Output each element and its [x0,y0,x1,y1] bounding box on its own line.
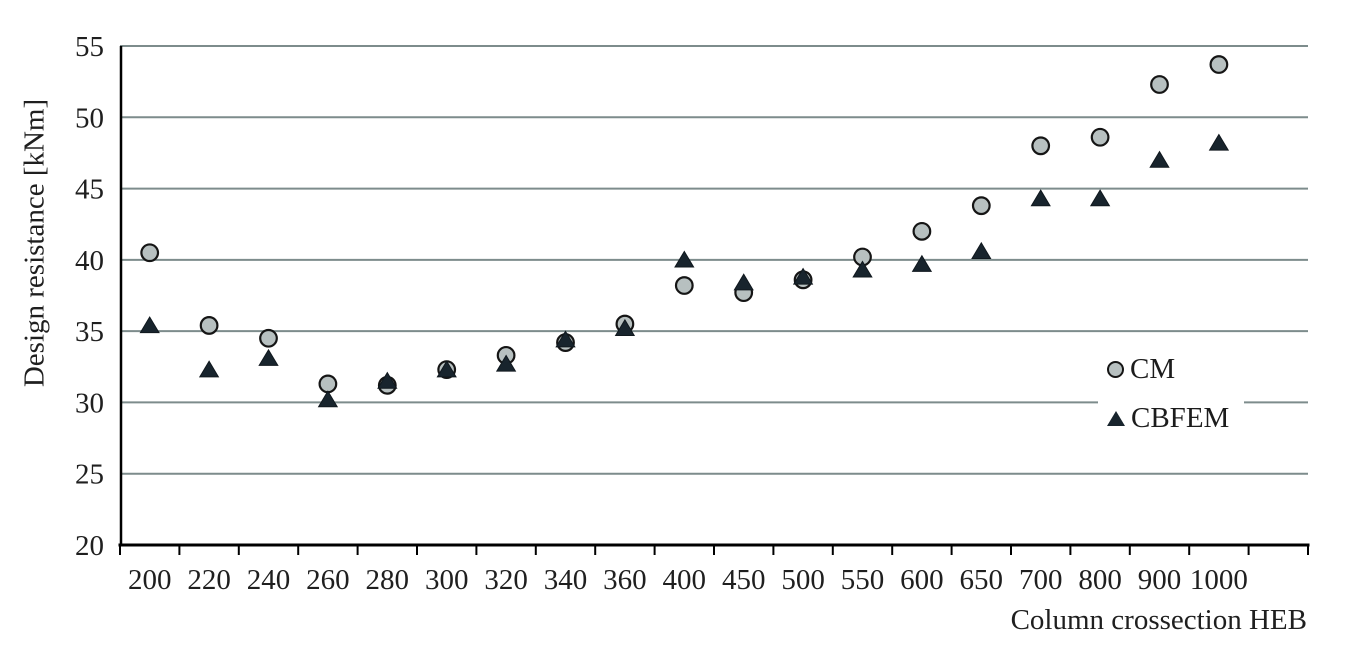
y-tick-label-25: 25 [75,459,104,491]
x-axis-title: Column crossection HEB [1010,604,1307,636]
x-tick-label-1000: 1000 [1190,564,1248,596]
x-tick-label-320: 320 [484,564,528,596]
data-point-cm-600 [912,221,932,241]
data-point-cbfem-600 [911,254,933,272]
data-point-cbfem-550 [852,260,873,278]
data-point-cm-800 [1090,127,1110,147]
x-tick-label-550: 550 [841,564,885,596]
x-tick-label-220: 220 [187,564,231,596]
data-point-cm-260 [318,374,338,394]
data-point-cm-650 [971,196,991,216]
legend: CM CBFEM [1098,345,1244,443]
data-point-cm-1000 [1209,55,1229,74]
x-tick-label-240: 240 [247,564,291,596]
y-tick-label-30: 30 [75,387,104,419]
data-point-cbfem-280 [377,371,398,389]
data-point-cbfem-300 [436,360,457,378]
y-tick-label-35: 35 [75,316,104,348]
y-axis-title: Design resistance [kNm] [18,98,51,388]
x-tick-label-280: 280 [366,564,410,596]
legend-label-cbfem: CBFEM [1131,402,1230,434]
data-point-cbfem-400 [674,250,695,268]
x-tick-label-900: 900 [1138,564,1182,596]
data-point-cbfem-450 [733,273,754,291]
data-point-cbfem-260 [317,390,339,408]
x-tick-label-500: 500 [781,564,825,596]
y-tick-label-45: 45 [75,174,104,206]
y-tick-label-50: 50 [75,102,104,134]
cbfem-triangle-marker-icon [1107,411,1125,426]
legend-item-cm: CM [1098,345,1244,394]
cm-circle-marker-icon [1107,361,1124,378]
data-point-cbfem-220 [198,360,220,378]
data-point-cbfem-800 [1089,189,1111,207]
data-point-cbfem-1000 [1208,133,1230,151]
data-point-cbfem-700 [1030,189,1051,207]
legend-item-cbfem: CBFEM [1098,394,1244,443]
legend-label-cm: CM [1130,353,1176,385]
data-point-cbfem-360 [614,318,636,336]
x-tick-label-400: 400 [663,564,707,596]
x-tick-label-450: 450 [722,564,766,596]
data-point-cm-220 [199,316,219,335]
x-tick-label-650: 650 [960,564,1004,596]
x-tick-label-360: 360 [603,564,647,596]
data-point-cm-200 [140,243,160,263]
x-tick-label-340: 340 [544,564,588,596]
y-tick-label-55: 55 [75,31,104,63]
data-point-cbfem-240 [258,348,279,366]
data-point-cbfem-650 [971,241,992,260]
data-point-cbfem-900 [1149,150,1170,168]
x-tick-label-800: 800 [1078,564,1122,596]
data-point-cm-400 [674,276,694,295]
data-point-cm-900 [1150,75,1169,94]
x-tick-label-200: 200 [128,564,172,596]
x-tick-label-700: 700 [1019,564,1063,596]
x-tick-label-300: 300 [425,564,469,596]
data-point-cbfem-340 [555,330,576,348]
y-tick-label-20: 20 [75,530,104,562]
y-tick-label-40: 40 [75,245,104,277]
x-tick-label-600: 600 [900,564,944,596]
data-point-cbfem-500 [792,267,814,285]
data-point-cm-240 [259,328,278,348]
data-point-cbfem-320 [495,354,517,372]
data-point-cbfem-200 [139,316,160,334]
x-tick-label-260: 260 [306,564,350,596]
data-point-cm-700 [1031,136,1051,156]
